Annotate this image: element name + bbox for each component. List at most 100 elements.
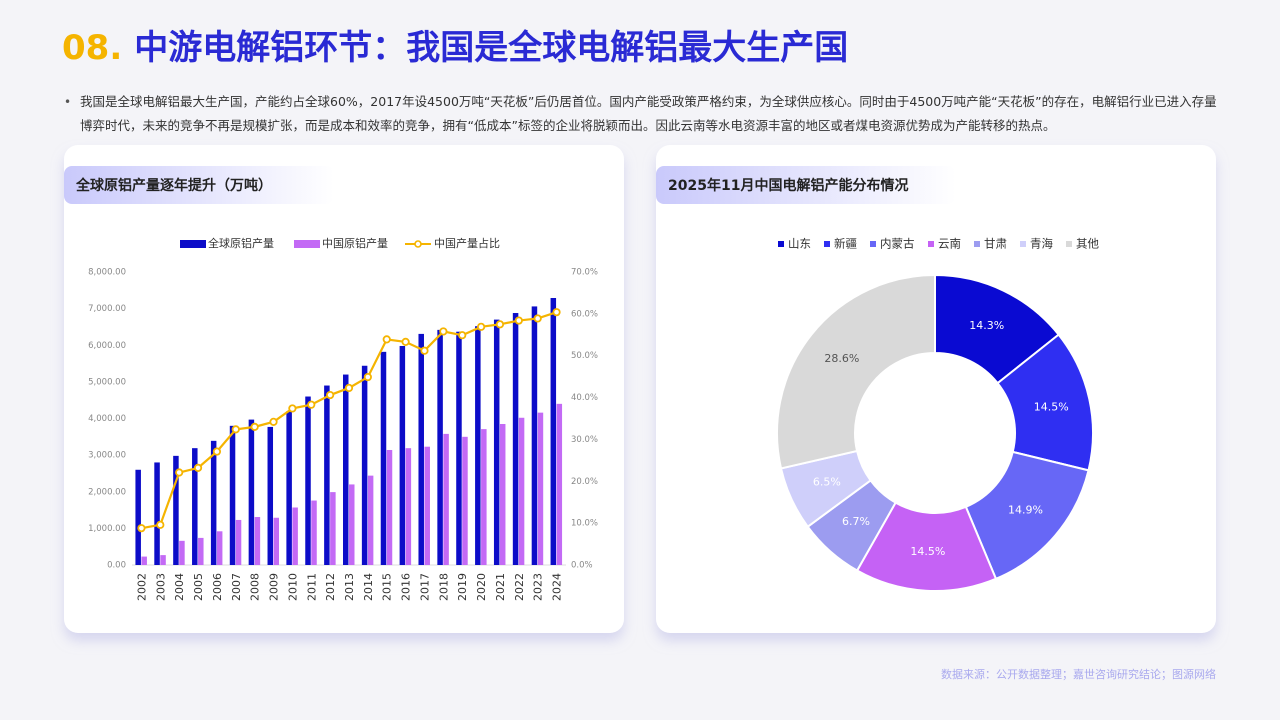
bar bbox=[192, 448, 198, 565]
bar bbox=[330, 492, 336, 565]
y2-tick-label: 40.0% bbox=[571, 393, 598, 403]
data-label: 14.5% bbox=[1034, 400, 1069, 413]
bar bbox=[179, 540, 185, 565]
bullet-dot: • bbox=[64, 95, 72, 109]
y-tick-label: 7,000.00 bbox=[88, 304, 126, 314]
legend-swatch bbox=[1066, 241, 1072, 247]
line-point bbox=[326, 390, 335, 400]
x-tick-label: 2008 bbox=[249, 573, 262, 601]
bullet-text: 我国是全球电解铝最大生产国，产能约占全球60%，2017年设4500万吨“天花板… bbox=[80, 94, 1217, 133]
x-tick-label: 2016 bbox=[400, 573, 413, 601]
section-number: 08. bbox=[62, 28, 123, 68]
header: 08. 中游电解铝环节：我国是全球电解铝最大生产国 bbox=[62, 20, 848, 69]
y2-tick-label: 50.0% bbox=[571, 351, 598, 361]
bar bbox=[512, 313, 519, 565]
line-point bbox=[458, 331, 467, 340]
y2-tick-label: 0.0% bbox=[571, 561, 593, 571]
data-label: 14.5% bbox=[910, 545, 945, 558]
bar bbox=[405, 448, 412, 565]
line-point bbox=[533, 314, 542, 323]
x-tick-label: 2007 bbox=[230, 573, 243, 601]
bar bbox=[537, 412, 544, 565]
line-point bbox=[382, 335, 391, 344]
legend-label: 其他 bbox=[1076, 237, 1099, 251]
x-tick-label: 2013 bbox=[343, 573, 356, 601]
page-title: 中游电解铝环节：我国是全球电解铝最大生产国 bbox=[134, 28, 849, 68]
donut-slice bbox=[776, 273, 936, 470]
x-tick-label: 2017 bbox=[418, 573, 431, 601]
bar bbox=[418, 333, 424, 565]
bar bbox=[556, 403, 563, 565]
legend-swatch bbox=[824, 241, 830, 247]
x-tick-label: 2022 bbox=[513, 573, 526, 601]
line-point bbox=[344, 383, 354, 393]
x-tick-label: 2003 bbox=[154, 573, 167, 601]
line-point bbox=[363, 372, 372, 382]
y-tick-label: 2,000.00 bbox=[88, 487, 126, 497]
x-tick-label: 2009 bbox=[268, 573, 281, 601]
line-point bbox=[212, 447, 222, 456]
legend-swatch bbox=[778, 241, 784, 247]
legend-label: 全球原铝产量 bbox=[208, 236, 274, 250]
x-tick-label: 2005 bbox=[192, 573, 205, 601]
x-tick-label: 2006 bbox=[211, 573, 224, 601]
line-point bbox=[288, 404, 297, 413]
y2-tick-label: 10.0% bbox=[571, 519, 598, 529]
bar bbox=[399, 345, 406, 565]
legend-swatch bbox=[974, 241, 980, 247]
bar bbox=[311, 500, 317, 565]
bar bbox=[367, 475, 374, 565]
bar bbox=[361, 365, 368, 565]
bar bbox=[235, 519, 242, 565]
line-point bbox=[269, 417, 278, 426]
bar bbox=[343, 374, 349, 565]
legend-swatch bbox=[414, 240, 422, 248]
legend-swatch bbox=[294, 240, 320, 248]
legend-swatch bbox=[1020, 241, 1026, 247]
line-point bbox=[250, 422, 259, 431]
bar bbox=[531, 306, 538, 565]
bar bbox=[380, 351, 387, 565]
x-tick-label: 2021 bbox=[494, 573, 507, 601]
y-tick-label: 5,000.00 bbox=[88, 377, 126, 387]
y-tick-label: 4,000.00 bbox=[88, 414, 126, 424]
bar bbox=[216, 531, 223, 565]
legend-label: 甘肃 bbox=[984, 237, 1007, 251]
line-point bbox=[401, 337, 410, 347]
y-tick-label: 8,000.00 bbox=[88, 268, 126, 278]
x-tick-label: 2004 bbox=[173, 573, 186, 601]
y2-tick-label: 20.0% bbox=[571, 477, 598, 487]
y-tick-label: 0.00 bbox=[107, 561, 126, 571]
x-tick-label: 2014 bbox=[362, 573, 375, 601]
line-point bbox=[552, 308, 561, 317]
bar bbox=[254, 517, 261, 565]
y2-tick-label: 70.0% bbox=[571, 268, 598, 278]
bar bbox=[462, 436, 468, 565]
card bbox=[656, 145, 1216, 633]
x-tick-label: 2002 bbox=[135, 573, 148, 601]
legend-swatch bbox=[870, 241, 876, 247]
bar bbox=[424, 446, 430, 565]
bar bbox=[349, 484, 355, 565]
bar bbox=[493, 319, 500, 565]
y-tick-label: 3,000.00 bbox=[88, 451, 126, 461]
data-label: 14.3% bbox=[969, 319, 1004, 332]
legend-label: 新疆 bbox=[834, 237, 857, 251]
x-tick-label: 2012 bbox=[324, 573, 337, 601]
title-pill bbox=[64, 166, 334, 204]
line-point bbox=[137, 524, 146, 533]
bar bbox=[437, 329, 443, 565]
bar bbox=[292, 507, 298, 565]
y2-tick-label: 60.0% bbox=[571, 309, 598, 319]
bar bbox=[141, 556, 147, 565]
bar bbox=[475, 326, 481, 565]
title-pill bbox=[656, 166, 956, 204]
legend-label: 云南 bbox=[938, 237, 961, 251]
bar bbox=[160, 555, 166, 565]
bar bbox=[267, 426, 274, 565]
bar bbox=[135, 469, 141, 565]
y-tick-label: 1,000.00 bbox=[88, 524, 126, 534]
bar bbox=[198, 537, 204, 565]
data-label: 6.7% bbox=[842, 515, 870, 528]
